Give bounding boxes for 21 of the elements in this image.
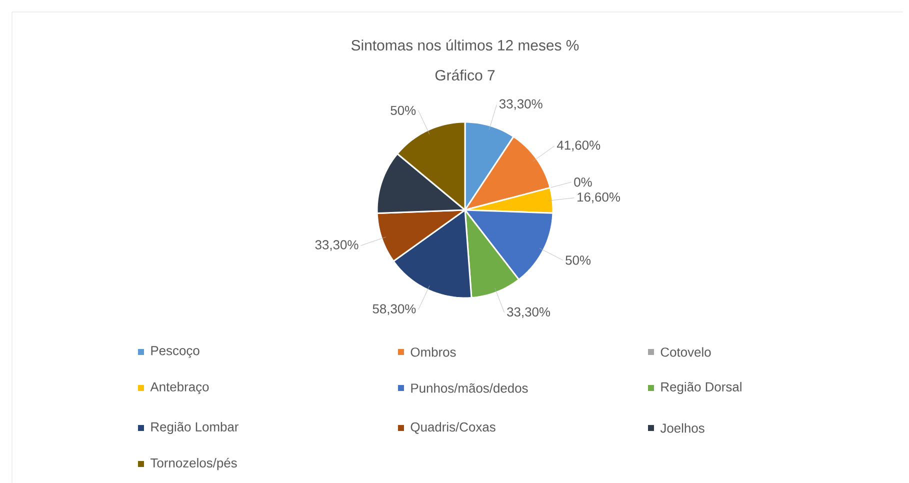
- data-label: 50%: [390, 106, 416, 115]
- text: 0%: [574, 178, 592, 187]
- legend-label: Pescoço: [151, 346, 200, 358]
- data-label: 16,60%: [578, 192, 620, 204]
- legend-label: Joelhos: [660, 423, 704, 433]
- legend-label: Tornozelos/pés: [150, 458, 237, 470]
- legend-label: Punhos/mãos/dedos: [411, 383, 528, 393]
- legend-label: Região Dorsal: [661, 382, 742, 394]
- legend-label: Quadris/Coxas: [410, 422, 496, 434]
- data-label: 41,60%: [556, 140, 600, 152]
- data-label: 33,30%: [315, 240, 358, 251]
- data-label: 58,30%: [372, 304, 416, 315]
- legend-label: Cotovelo: [660, 347, 711, 357]
- data-label: 50%: [566, 256, 591, 265]
- legend-label: Região Lombar: [151, 422, 239, 434]
- chart-title: Sintomas nos últimos 12 meses %: [351, 39, 579, 51]
- data-label: 33,30%: [499, 99, 542, 110]
- chart-subtitle: Gráfico 7: [435, 69, 495, 81]
- data-label: 33,30%: [507, 307, 550, 318]
- legend-label: Antebraço: [150, 382, 209, 394]
- legend-label: Ombros: [410, 347, 456, 357]
